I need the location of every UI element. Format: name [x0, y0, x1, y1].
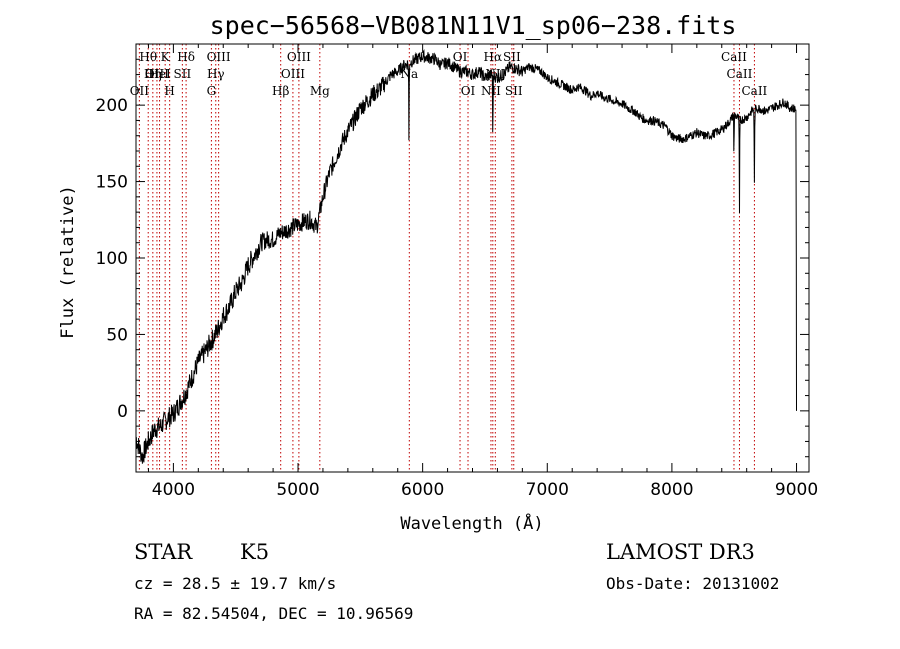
line-marker-label: Hδ [177, 50, 195, 64]
x-tick-label: 6000 [401, 480, 444, 500]
x-tick-label: 5000 [276, 480, 319, 500]
line-marker-label: SII [503, 50, 521, 64]
coordinates-text: RA = 82.54504, DEC = 10.96569 [134, 604, 413, 623]
line-marker-label: Hα [484, 50, 503, 64]
line-marker-label: Hβ [272, 84, 289, 98]
line-marker-label: HeI [148, 67, 171, 81]
line-marker-label: Na [400, 67, 418, 81]
line-marker-label: NII [485, 67, 505, 81]
line-marker-group [138, 44, 755, 472]
line-marker-label: OIII [207, 50, 231, 64]
line-marker-label: OIII [145, 67, 169, 81]
line-marker-label: H [164, 84, 174, 98]
line-marker-label: CaII [741, 84, 767, 98]
line-marker-label: OII [130, 84, 150, 98]
line-marker-label: Hη [144, 67, 162, 81]
spectrum-line [135, 49, 797, 464]
line-marker-label: CaII [721, 50, 747, 64]
y-tick-label: 200 [96, 96, 128, 116]
redshift-text: cz = 28.5 ± 19.7 km/s [134, 574, 336, 593]
obs-date-text: Obs-Date: 20131002 [606, 574, 779, 593]
object-class: STAR [134, 540, 193, 564]
y-axis-label: Flux (relative) [58, 185, 78, 339]
x-tick-label: 4000 [152, 480, 195, 500]
line-marker-label: OI [453, 50, 468, 64]
x-axis-label: Wavelength (Å) [400, 512, 543, 534]
object-subclass: K5 [240, 540, 269, 564]
line-marker-label: Hθ [139, 50, 157, 64]
plot-frame [135, 43, 810, 473]
x-tick-label: 8000 [650, 480, 693, 500]
line-marker-label: CaII [727, 67, 753, 81]
line-marker-label: Hγ [207, 67, 225, 81]
spectrum-group [135, 49, 797, 464]
survey-name: LAMOST DR3 [606, 540, 755, 564]
y-tick-label: 150 [96, 173, 128, 193]
line-marker-label: Mg [310, 84, 330, 98]
line-marker-label: NII [481, 84, 501, 98]
line-marker-label: OIII [287, 50, 311, 64]
line-marker-label: K [161, 50, 171, 64]
line-marker-label: OIII [281, 67, 305, 81]
x-tick-label: 9000 [775, 480, 818, 500]
line-marker-label: OI [461, 84, 476, 98]
x-tick-label: 7000 [526, 480, 569, 500]
y-tick-label: 0 [117, 402, 128, 422]
y-tick-label: 100 [96, 249, 128, 269]
line-marker-label: SII [505, 84, 523, 98]
line-label-group: OIIHθHηOIIIHeIKHSIIHδGHγOIIIHβOIIIOIIIMg… [130, 50, 768, 98]
line-marker-label: G [207, 84, 217, 98]
axis-ticks: 4000 5000 6000 7000 8000 9000 0 50 100 150 200 [96, 44, 818, 500]
chart-title: spec−56568−VB081N11V1_sp06−238.fits [210, 11, 737, 40]
y-tick-label: 50 [106, 325, 128, 345]
line-marker-label: SII [174, 67, 192, 81]
